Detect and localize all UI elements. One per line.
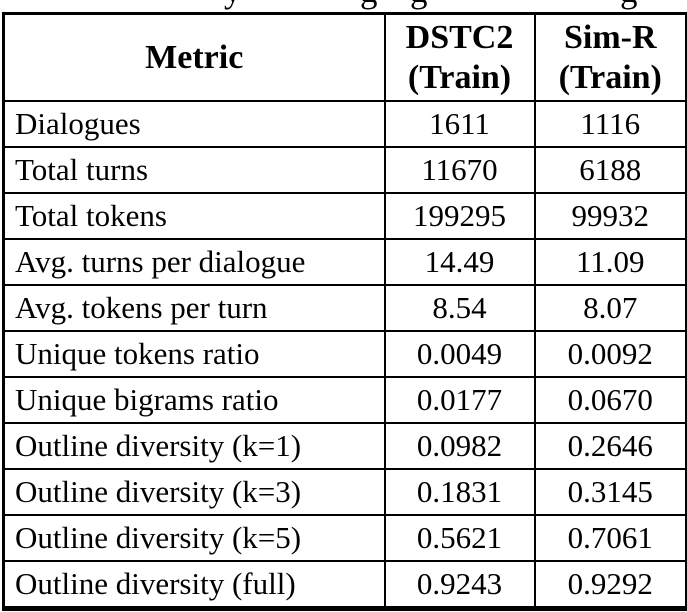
table-row: Avg. tokens per turn 8.54 8.07: [2, 284, 687, 332]
cropped-caption-text: yggg: [0, 0, 687, 11]
header-row: Metric DSTC2 (Train) Sim-R (Train): [2, 12, 687, 102]
column-header-dstc2: DSTC2 (Train): [383, 12, 536, 102]
table-row: Unique bigrams ratio 0.0177 0.0670: [2, 376, 687, 424]
simr-value-cell: 0.9292: [533, 560, 687, 610]
table-row: Outline diversity (k=3) 0.1831 0.3145: [2, 468, 687, 516]
caption-descender-glyph: g: [410, 0, 428, 8]
dstc2-value-cell: 1611: [383, 100, 536, 148]
metric-cell: Outline diversity (k=5): [2, 514, 386, 562]
dstc2-value-cell: 0.9243: [383, 560, 536, 610]
column-header-dstc2-line2: (Train): [407, 58, 512, 96]
dstc2-value-cell: 0.0177: [383, 376, 536, 424]
metric-cell: Unique tokens ratio: [2, 330, 386, 378]
simr-value-cell: 6188: [533, 146, 687, 194]
column-header-simr-line1: Sim-R: [563, 18, 657, 56]
dataset-statistics-table: Metric DSTC2 (Train) Sim-R (Train) Dialo…: [2, 12, 687, 611]
column-header-simr-line2: (Train): [558, 58, 662, 96]
simr-value-cell: 1116: [533, 100, 687, 148]
column-header-simr: Sim-R (Train): [533, 12, 687, 102]
dstc2-value-cell: 14.49: [383, 238, 536, 286]
dstc2-value-cell: 11670: [383, 146, 536, 194]
dstc2-value-cell: 0.0049: [383, 330, 536, 378]
column-header-dstc2-line1: DSTC2: [405, 18, 514, 56]
caption-descender-glyph: g: [620, 0, 638, 8]
dstc2-value-cell: 0.0982: [383, 422, 536, 470]
metric-cell: Total turns: [2, 146, 386, 194]
simr-value-cell: 0.7061: [533, 514, 687, 562]
simr-value-cell: 0.3145: [533, 468, 687, 516]
table-header: Metric DSTC2 (Train) Sim-R (Train): [2, 12, 687, 102]
metric-cell: Avg. tokens per turn: [2, 284, 386, 332]
column-header-metric-label: Metric: [145, 38, 244, 76]
table-row: Outline diversity (k=5) 0.5621 0.7061: [2, 514, 687, 562]
dstc2-value-cell: 0.1831: [383, 468, 536, 516]
caption-descender-glyph: g: [360, 0, 378, 8]
table-row: Dialogues 1611 1116: [2, 100, 687, 148]
metric-cell: Outline diversity (k=3): [2, 468, 386, 516]
metric-cell: Dialogues: [2, 100, 386, 148]
table-row: Avg. turns per dialogue 14.49 11.09: [2, 238, 687, 286]
simr-value-cell: 0.0670: [533, 376, 687, 424]
metric-cell: Unique bigrams ratio: [2, 376, 386, 424]
simr-value-cell: 0.0092: [533, 330, 687, 378]
metric-cell: Outline diversity (full): [2, 560, 386, 610]
dstc2-value-cell: 8.54: [383, 284, 536, 332]
simr-value-cell: 11.09: [533, 238, 687, 286]
table-row: Outline diversity (full) 0.9243 0.9292: [2, 560, 687, 610]
metric-cell: Outline diversity (k=1): [2, 422, 386, 470]
simr-value-cell: 8.07: [533, 284, 687, 332]
dstc2-value-cell: 0.5621: [383, 514, 536, 562]
simr-value-cell: 99932: [533, 192, 687, 240]
metric-cell: Total tokens: [2, 192, 386, 240]
metric-cell: Avg. turns per dialogue: [2, 238, 386, 286]
column-header-metric: Metric: [2, 12, 386, 102]
table-body: Dialogues 1611 1116 Total turns 11670 6188 Tot…: [2, 100, 687, 610]
table-row: Outline diversity (k=1) 0.0982 0.2646: [2, 422, 687, 470]
table-row: Total tokens 199295 99932: [2, 192, 687, 240]
dstc2-value-cell: 199295: [383, 192, 536, 240]
simr-value-cell: 0.2646: [533, 422, 687, 470]
table-row: Unique tokens ratio 0.0049 0.0092: [2, 330, 687, 378]
caption-descender-glyph: y: [224, 0, 242, 8]
table-row: Total turns 11670 6188: [2, 146, 687, 194]
